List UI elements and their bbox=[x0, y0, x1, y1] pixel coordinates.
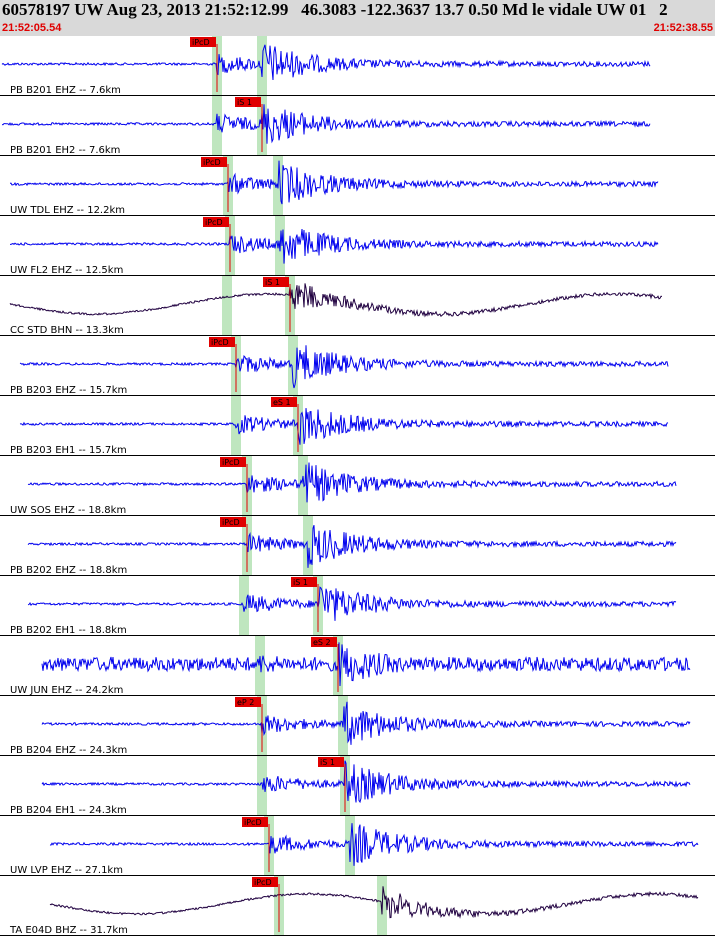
station-label: UW TDL EHZ -- 12.2km bbox=[10, 205, 125, 216]
station-label: PB B202 EH1 -- 18.8km bbox=[10, 625, 127, 636]
pick-label-box[interactable] bbox=[318, 757, 344, 767]
pick-label: eS 2 bbox=[313, 638, 331, 647]
station-label: PB B203 EHZ -- 15.7km bbox=[10, 385, 127, 396]
waveform-trace bbox=[19, 345, 669, 389]
station-label: CC STD BHN -- 13.3km bbox=[10, 325, 124, 336]
pick-label: iS 1 bbox=[265, 278, 280, 287]
pick-label-box[interactable] bbox=[263, 277, 289, 287]
event-header: 60578197 UW Aug 23, 2013 21:52:12.99 46.… bbox=[0, 0, 715, 36]
pick-label-box[interactable] bbox=[271, 397, 297, 407]
s-window bbox=[345, 816, 355, 876]
pick-label-box[interactable] bbox=[203, 217, 229, 227]
station-label: UW SOS EHZ -- 18.8km bbox=[10, 505, 126, 516]
s-window bbox=[288, 336, 298, 396]
waveform-trace bbox=[9, 283, 663, 318]
start-time-label: 21:52:05.54 bbox=[2, 22, 62, 34]
waveform-trace bbox=[9, 160, 659, 205]
pick-label: eP 2 bbox=[237, 698, 254, 707]
waveform-trace bbox=[41, 642, 691, 687]
waveform-trace bbox=[19, 408, 669, 445]
station-label: TA E04D BHZ -- 31.7km bbox=[9, 925, 128, 936]
waveform-trace bbox=[10, 228, 659, 264]
waveform-trace bbox=[49, 823, 699, 866]
waveform-trace bbox=[1, 44, 651, 81]
pick-label-box[interactable] bbox=[201, 157, 227, 167]
waveform-trace bbox=[1, 104, 651, 144]
pick-label-box[interactable] bbox=[242, 817, 268, 827]
pick-label: iPcD bbox=[211, 338, 229, 347]
pick-label-box[interactable] bbox=[291, 577, 317, 587]
pick-label: iS 1 bbox=[293, 578, 308, 587]
pick-label-box[interactable] bbox=[235, 97, 261, 107]
pick-label-box[interactable] bbox=[220, 457, 246, 467]
pick-label-box[interactable] bbox=[190, 37, 216, 47]
station-label: UW JUN EHZ -- 24.2km bbox=[10, 685, 123, 696]
waveform-trace bbox=[27, 525, 677, 568]
waveform-trace bbox=[27, 586, 677, 621]
waveform-trace bbox=[49, 886, 699, 919]
p-window bbox=[231, 396, 241, 456]
p-window bbox=[212, 96, 222, 156]
event-title: 60578197 UW Aug 23, 2013 21:52:12.99 46.… bbox=[2, 0, 668, 19]
station-label: PB B204 EHZ -- 24.3km bbox=[10, 745, 127, 756]
station-label: PB B202 EHZ -- 18.8km bbox=[10, 565, 127, 576]
station-label: PB B204 EH1 -- 24.3km bbox=[10, 805, 127, 816]
station-label: UW FL2 EHZ -- 12.5km bbox=[10, 265, 123, 276]
end-time-label: 21:52:38.55 bbox=[653, 22, 713, 34]
s-window bbox=[298, 456, 308, 516]
pick-label-box[interactable] bbox=[220, 517, 246, 527]
pick-label-box[interactable] bbox=[311, 637, 337, 647]
pick-label: iPcD bbox=[244, 818, 262, 827]
s-window bbox=[303, 516, 313, 576]
p-window bbox=[222, 276, 232, 336]
station-label: PB B203 EH1 -- 15.7km bbox=[10, 445, 127, 456]
pick-label: iPcD bbox=[192, 38, 210, 47]
waveform-trace bbox=[41, 760, 691, 804]
pick-label: iPcD bbox=[254, 878, 272, 887]
station-label: PB B201 EH2 -- 7.6km bbox=[10, 145, 120, 156]
pick-label: eS 1 bbox=[273, 398, 291, 407]
p-window bbox=[239, 576, 249, 636]
pick-label: iPcD bbox=[222, 518, 240, 527]
waveform-trace bbox=[41, 701, 691, 745]
pick-label: iPcD bbox=[205, 218, 223, 227]
pick-label: iS 1 bbox=[237, 98, 252, 107]
pick-label: iPcD bbox=[222, 458, 240, 467]
pick-label-box[interactable] bbox=[235, 697, 261, 707]
waveform-trace bbox=[27, 462, 677, 503]
station-label: UW LVP EHZ -- 27.1km bbox=[10, 865, 123, 876]
pick-label-box[interactable] bbox=[252, 877, 278, 887]
seismogram-panel[interactable]: iPcD PB B201 EHZ -- 7.6km iS 1 PB B201 EH2 … bbox=[0, 36, 715, 938]
station-label: PB B201 EHZ -- 7.6km bbox=[10, 85, 121, 96]
pick-label-box[interactable] bbox=[209, 337, 235, 347]
pick-label: iPcD bbox=[203, 158, 221, 167]
p-window bbox=[255, 636, 265, 696]
pick-label: iS 1 bbox=[320, 758, 335, 767]
